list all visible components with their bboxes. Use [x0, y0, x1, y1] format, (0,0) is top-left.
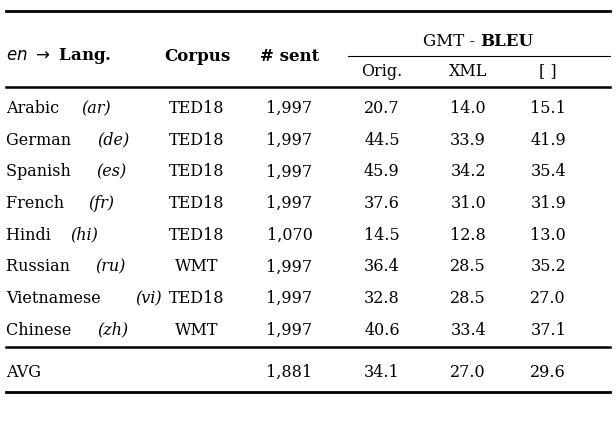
- Text: 28.5: 28.5: [450, 258, 486, 276]
- Text: 34.1: 34.1: [364, 364, 400, 381]
- Text: 45.9: 45.9: [364, 163, 400, 181]
- Text: BLEU: BLEU: [480, 33, 533, 50]
- Text: WMT: WMT: [176, 258, 219, 276]
- Text: 1,070: 1,070: [267, 227, 312, 244]
- Text: 13.0: 13.0: [530, 227, 566, 244]
- Text: TED18: TED18: [169, 195, 225, 212]
- Text: (ar): (ar): [81, 100, 111, 117]
- Text: 40.6: 40.6: [364, 322, 400, 339]
- Text: (fr): (fr): [87, 195, 114, 212]
- Text: 37.6: 37.6: [364, 195, 400, 212]
- Text: # sent: # sent: [260, 48, 319, 65]
- Text: Arabic: Arabic: [6, 100, 65, 117]
- Text: 1,997: 1,997: [267, 290, 312, 307]
- Text: 1,997: 1,997: [267, 258, 312, 276]
- Text: Russian: Russian: [6, 258, 75, 276]
- Text: TED18: TED18: [169, 163, 225, 181]
- Text: TED18: TED18: [169, 290, 225, 307]
- Text: 1,997: 1,997: [267, 322, 312, 339]
- Text: 1,997: 1,997: [267, 132, 312, 149]
- Text: 28.5: 28.5: [450, 290, 486, 307]
- Text: Spanish: Spanish: [6, 163, 76, 181]
- Text: TED18: TED18: [169, 132, 225, 149]
- Text: Chinese: Chinese: [6, 322, 76, 339]
- Text: 27.0: 27.0: [530, 290, 566, 307]
- Text: 15.1: 15.1: [530, 100, 566, 117]
- Text: (es): (es): [97, 163, 127, 181]
- Text: Hindi: Hindi: [6, 227, 56, 244]
- Text: AVG: AVG: [6, 364, 41, 381]
- Text: 27.0: 27.0: [450, 364, 486, 381]
- Text: XML: XML: [449, 63, 487, 80]
- Text: $\it{en}$ $\rightarrow$ Lang.: $\it{en}$ $\rightarrow$ Lang.: [6, 46, 111, 66]
- Text: 34.2: 34.2: [450, 163, 486, 181]
- Text: 12.8: 12.8: [450, 227, 486, 244]
- Text: 41.9: 41.9: [530, 132, 566, 149]
- Text: 31.0: 31.0: [450, 195, 486, 212]
- Text: 14.5: 14.5: [364, 227, 400, 244]
- Text: German: German: [6, 132, 76, 149]
- Text: 31.9: 31.9: [530, 195, 566, 212]
- Text: 1,881: 1,881: [267, 364, 312, 381]
- Text: 29.6: 29.6: [530, 364, 566, 381]
- Text: 20.7: 20.7: [364, 100, 400, 117]
- Text: (ru): (ru): [95, 258, 126, 276]
- Text: 35.2: 35.2: [530, 258, 566, 276]
- Text: (vi): (vi): [135, 290, 161, 307]
- Text: 14.0: 14.0: [450, 100, 486, 117]
- Text: 36.4: 36.4: [364, 258, 400, 276]
- Text: (hi): (hi): [71, 227, 99, 244]
- Text: 44.5: 44.5: [364, 132, 400, 149]
- Text: WMT: WMT: [176, 322, 219, 339]
- Text: 1,997: 1,997: [267, 195, 312, 212]
- Text: 37.1: 37.1: [530, 322, 566, 339]
- Text: 1,997: 1,997: [267, 100, 312, 117]
- Text: GMT -: GMT -: [423, 33, 480, 50]
- Text: (zh): (zh): [97, 322, 128, 339]
- Text: [ ]: [ ]: [540, 63, 557, 80]
- Text: TED18: TED18: [169, 227, 225, 244]
- Text: Orig.: Orig.: [362, 63, 402, 80]
- Text: 32.8: 32.8: [364, 290, 400, 307]
- Text: 33.9: 33.9: [450, 132, 486, 149]
- Text: French: French: [6, 195, 70, 212]
- Text: TED18: TED18: [169, 100, 225, 117]
- Text: (de): (de): [97, 132, 129, 149]
- Text: 1,997: 1,997: [267, 163, 312, 181]
- Text: 33.4: 33.4: [450, 322, 486, 339]
- Text: 35.4: 35.4: [530, 163, 566, 181]
- Text: Vietnamese: Vietnamese: [6, 290, 106, 307]
- Text: Corpus: Corpus: [164, 48, 230, 65]
